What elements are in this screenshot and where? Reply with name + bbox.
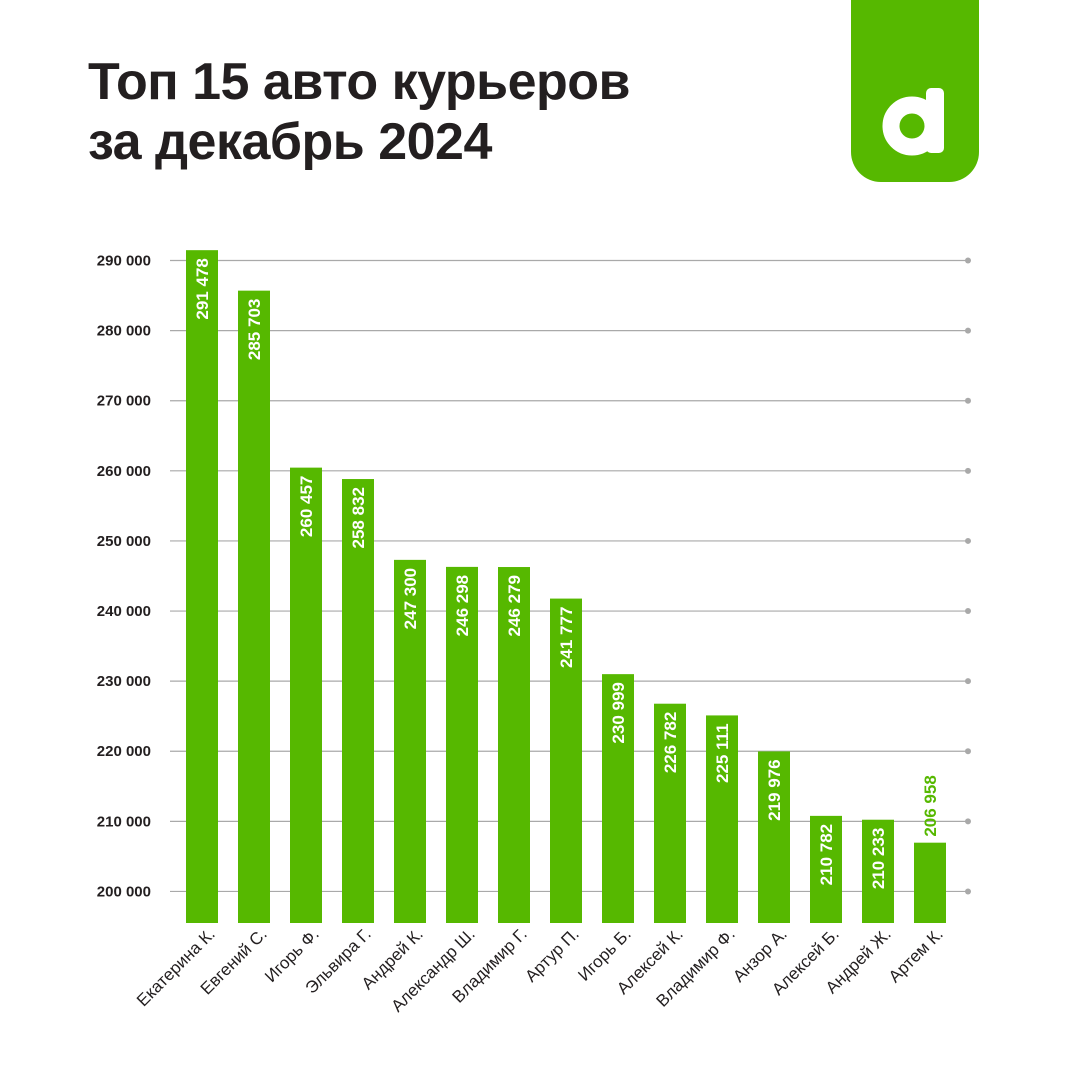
x-category-label: Екатерина К. — [133, 924, 219, 1010]
bar — [758, 751, 790, 923]
page-title: Топ 15 авто курьеров за декабрь 2024 — [88, 52, 631, 172]
bar — [706, 715, 738, 923]
bar — [550, 598, 582, 923]
y-tick-label: 280 000 — [97, 323, 151, 340]
bar-value-label: 225 111 — [713, 723, 732, 783]
grid-end-dot — [965, 888, 971, 895]
bar — [654, 703, 686, 923]
x-category-label: Артем К. — [885, 924, 947, 986]
y-tick-label: 200 000 — [97, 883, 151, 900]
bar-value-label: 247 300 — [401, 568, 420, 629]
bar-value-label: 260 457 — [297, 476, 316, 537]
grid-end-dot — [965, 467, 971, 474]
y-tick-label: 270 000 — [97, 393, 151, 410]
bar — [914, 842, 946, 923]
bar-value-label: 258 832 — [349, 487, 368, 548]
y-tick-label: 230 000 — [97, 673, 151, 690]
bar — [342, 479, 374, 923]
bar-value-label: 210 233 — [869, 828, 888, 889]
bar — [290, 467, 322, 923]
bar — [394, 559, 426, 923]
title-line-1: Топ 15 авто курьеров — [88, 53, 631, 111]
bar-value-label: 291 478 — [193, 258, 212, 319]
grid-end-dot — [965, 397, 971, 404]
grid-end-dot — [965, 748, 971, 755]
bar — [862, 819, 894, 923]
y-tick-label: 260 000 — [97, 463, 151, 480]
bar-value-label: 241 777 — [557, 607, 576, 668]
bar-value-label: 226 782 — [661, 712, 680, 773]
y-tick-label: 210 000 — [97, 813, 151, 830]
bar — [810, 815, 842, 923]
bar-value-label: 206 958 — [921, 775, 940, 836]
bar-value-label: 219 976 — [765, 759, 784, 820]
bar-value-label: 246 279 — [505, 575, 524, 636]
grid-end-dot — [965, 608, 971, 615]
bar — [446, 566, 478, 923]
bar-value-label: 230 999 — [609, 682, 628, 743]
y-tick-label: 250 000 — [97, 533, 151, 550]
bar-value-label: 246 298 — [453, 575, 472, 636]
grid-end-dot — [965, 678, 971, 685]
bar — [602, 674, 634, 923]
grid-end-dot — [965, 818, 971, 825]
grid-end-dot — [965, 257, 971, 264]
x-category-label: Артур П. — [521, 924, 582, 985]
grid-end-dot — [965, 327, 971, 334]
bar — [238, 290, 270, 924]
grid-end-dot — [965, 537, 971, 544]
y-tick-label: 240 000 — [97, 603, 151, 620]
bar-value-label: 285 703 — [245, 299, 264, 360]
brand-logo — [851, 0, 979, 182]
y-tick-label: 290 000 — [97, 253, 151, 270]
title-line-2: за декабрь 2024 — [88, 113, 492, 171]
d-logo-icon — [882, 88, 944, 156]
y-tick-label: 220 000 — [97, 743, 151, 760]
bar-value-label: 210 782 — [817, 824, 836, 885]
bar — [186, 250, 218, 923]
bar — [498, 567, 530, 923]
